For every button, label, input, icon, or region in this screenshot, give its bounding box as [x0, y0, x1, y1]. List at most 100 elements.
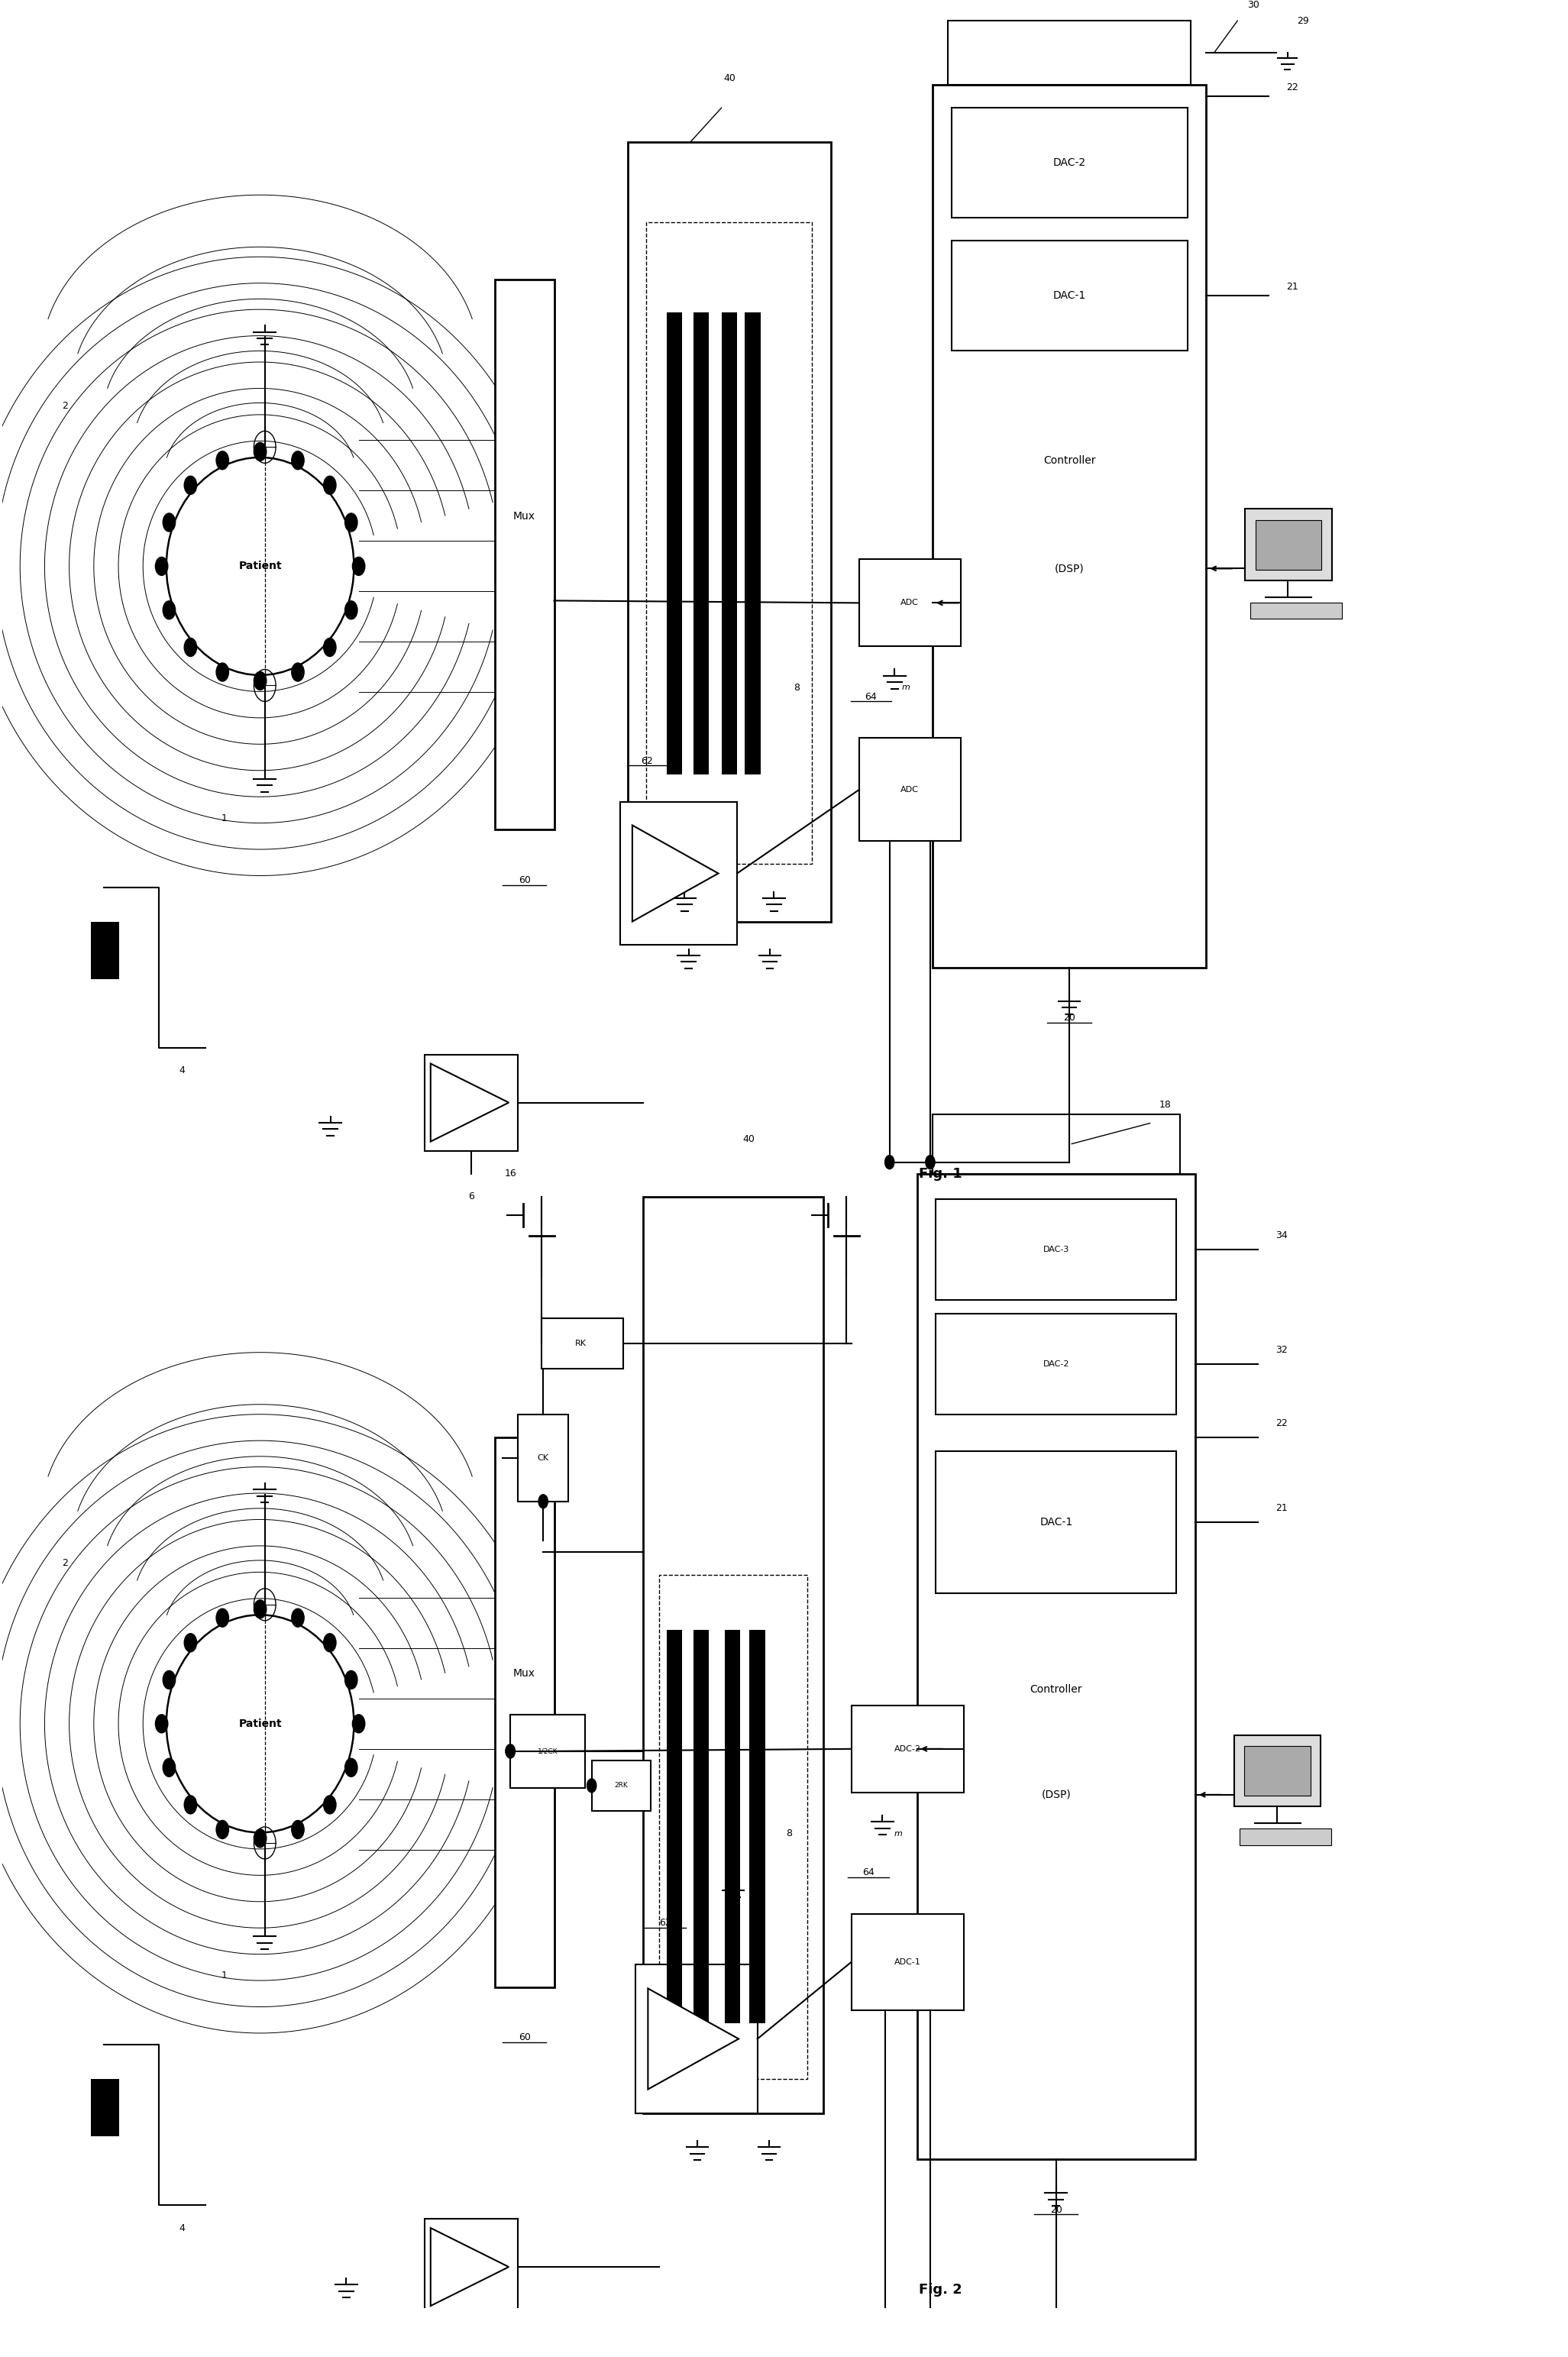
Text: Patient: Patient — [238, 1718, 282, 1730]
Bar — [750, 1631, 765, 2025]
Bar — [936, 1452, 1176, 1593]
Text: 2: 2 — [61, 1558, 67, 1567]
Text: 40: 40 — [723, 73, 735, 82]
Circle shape — [254, 672, 267, 691]
Text: (DSP): (DSP) — [1041, 1789, 1071, 1801]
Text: 8: 8 — [786, 1829, 792, 1838]
Circle shape — [925, 2317, 935, 2331]
Bar — [425, 1054, 517, 1150]
Text: 20: 20 — [1063, 1014, 1076, 1023]
Text: 18: 18 — [1159, 1101, 1171, 1110]
Bar — [1256, 521, 1322, 570]
Circle shape — [183, 639, 196, 658]
Text: 29: 29 — [1297, 16, 1309, 26]
Text: 22: 22 — [1286, 82, 1298, 92]
Text: DAC-1: DAC-1 — [1040, 1516, 1073, 1527]
Text: 30: 30 — [1247, 0, 1259, 9]
Circle shape — [292, 450, 304, 469]
Text: Fig. 1: Fig. 1 — [919, 1167, 963, 1181]
Text: DAC-1: DAC-1 — [1052, 290, 1087, 302]
Text: 21: 21 — [1275, 1504, 1287, 1513]
Bar — [666, 1631, 682, 2025]
Text: Patient: Patient — [238, 561, 282, 573]
Text: ADC-2: ADC-2 — [894, 1744, 920, 1754]
Text: 62: 62 — [641, 757, 654, 766]
Bar — [859, 738, 961, 841]
Text: 16: 16 — [505, 1169, 516, 1178]
Circle shape — [216, 1610, 229, 1626]
Text: 1/2CK: 1/2CK — [538, 1749, 558, 1754]
Bar — [851, 1706, 964, 1791]
Text: 21: 21 — [1286, 280, 1298, 292]
Bar — [693, 1631, 709, 2025]
Bar — [1250, 603, 1342, 620]
Text: 2: 2 — [61, 401, 67, 410]
Bar — [666, 311, 682, 775]
Circle shape — [345, 601, 358, 620]
Bar — [1245, 1747, 1311, 1796]
Bar — [91, 922, 119, 978]
Bar — [724, 1631, 740, 2025]
Circle shape — [323, 1796, 336, 1815]
Bar — [495, 1438, 554, 1987]
Text: 34: 34 — [1275, 1230, 1287, 1240]
Bar — [917, 1174, 1195, 2159]
Bar — [635, 1963, 757, 2114]
Bar — [949, 21, 1190, 85]
Bar — [425, 2218, 517, 2315]
Text: 60: 60 — [519, 874, 530, 886]
Polygon shape — [648, 1989, 739, 2088]
Text: 20: 20 — [1051, 2204, 1062, 2216]
Text: m: m — [902, 684, 909, 691]
Bar — [541, 1318, 622, 1369]
Bar — [619, 801, 737, 945]
Text: 6: 6 — [469, 1193, 474, 1202]
Bar — [591, 1761, 651, 1810]
Circle shape — [353, 556, 365, 575]
Circle shape — [216, 450, 229, 469]
Circle shape — [155, 556, 168, 575]
Text: Controller: Controller — [1030, 1683, 1082, 1695]
Circle shape — [292, 1820, 304, 1838]
Circle shape — [538, 1494, 547, 1508]
Bar — [510, 1714, 585, 1789]
Circle shape — [880, 2317, 889, 2331]
Circle shape — [163, 514, 176, 533]
Circle shape — [183, 1796, 196, 1815]
Circle shape — [323, 639, 336, 658]
Text: Fig. 2: Fig. 2 — [919, 2284, 963, 2296]
Polygon shape — [431, 1063, 508, 1141]
Bar — [933, 85, 1206, 966]
Text: 1: 1 — [221, 1970, 227, 1980]
Text: 32: 32 — [1275, 1346, 1287, 1355]
Text: 62: 62 — [659, 1919, 671, 1928]
Text: RK: RK — [575, 1339, 586, 1348]
Circle shape — [163, 601, 176, 620]
Circle shape — [155, 1714, 168, 1732]
Circle shape — [925, 1155, 935, 1169]
Circle shape — [292, 662, 304, 681]
Circle shape — [323, 1633, 336, 1652]
Circle shape — [345, 514, 358, 533]
Bar — [693, 311, 709, 775]
Bar — [659, 1574, 808, 2079]
Text: Controller: Controller — [1043, 455, 1096, 467]
Bar — [627, 141, 831, 922]
Bar — [952, 108, 1187, 217]
Circle shape — [183, 476, 196, 495]
Circle shape — [884, 1155, 894, 1169]
Text: m: m — [894, 1829, 902, 1838]
Ellipse shape — [166, 1615, 354, 1834]
Bar — [721, 311, 737, 775]
Bar — [643, 1197, 823, 2114]
Text: DAC-2: DAC-2 — [1043, 1360, 1069, 1367]
Text: 1: 1 — [221, 813, 227, 823]
Text: 60: 60 — [519, 2032, 530, 2044]
Text: 64: 64 — [866, 693, 877, 702]
Circle shape — [216, 662, 229, 681]
Text: 2RK: 2RK — [615, 1782, 629, 1789]
Text: 8: 8 — [793, 684, 800, 693]
Bar — [1245, 509, 1331, 580]
Polygon shape — [431, 2227, 508, 2305]
Text: CK: CK — [538, 1454, 549, 1461]
